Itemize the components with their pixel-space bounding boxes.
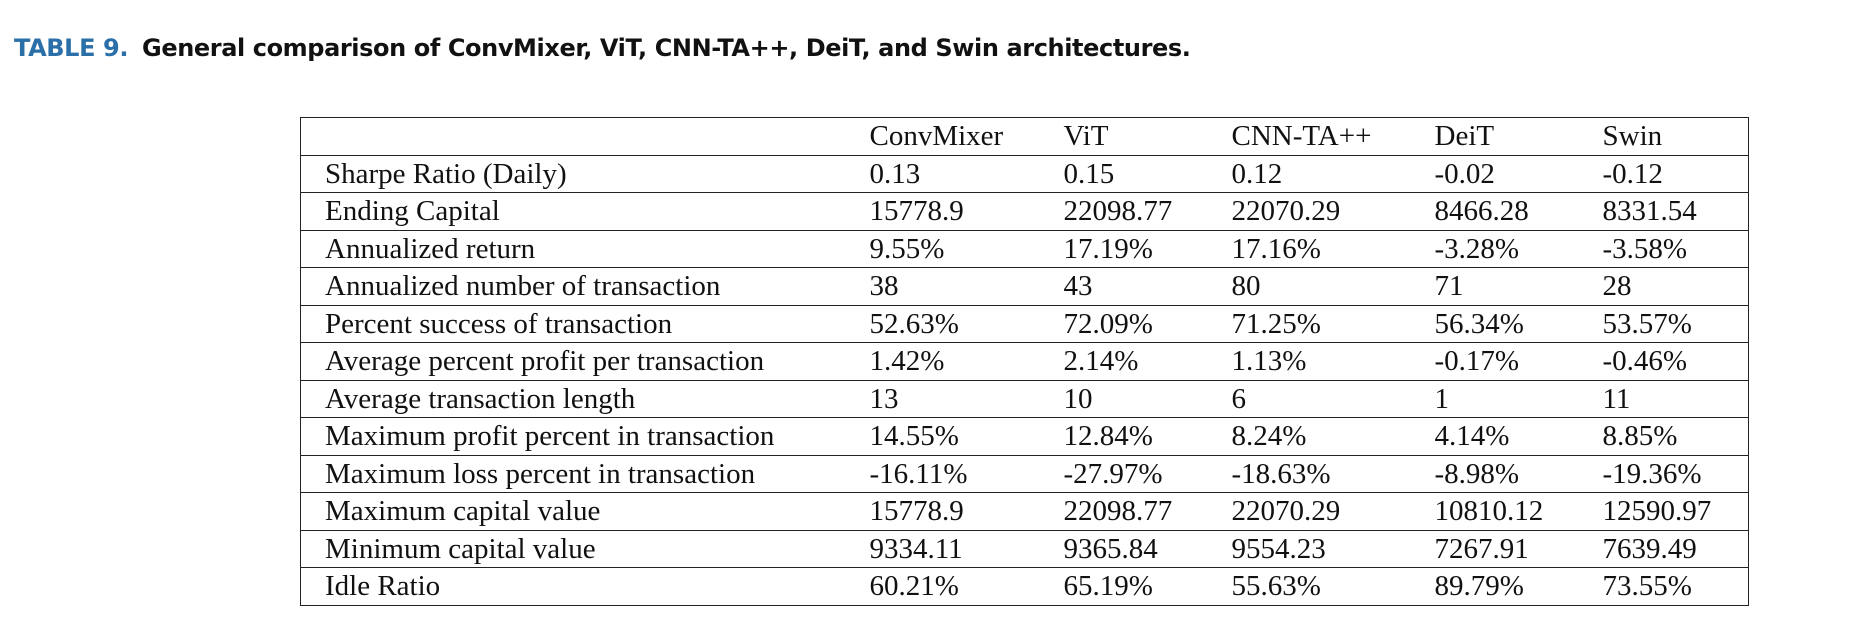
table-cell: 43 — [1063, 267, 1232, 305]
table-cell: 7267.91 — [1434, 529, 1603, 568]
table-row: Maximum profit percent in transaction 14.… — [300, 417, 1749, 455]
table-cell: 72.09% — [1063, 304, 1232, 343]
header-cell-cnn-ta: CNN-TA++ — [1231, 117, 1435, 155]
table-cell: 22070.29 — [1231, 192, 1435, 230]
table-cell: 22070.29 — [1231, 492, 1435, 530]
table-cell: 1.42% — [869, 342, 1064, 380]
table-row: Average transaction length 13 10 6 1 11 — [300, 379, 1749, 418]
table-cell: 53.57% — [1602, 304, 1749, 343]
table-number: TABLE 9. — [14, 34, 129, 62]
table-cell: -0.12 — [1602, 154, 1749, 193]
table-cell: 60.21% — [869, 567, 1064, 605]
table-cell: 9.55% — [869, 229, 1064, 268]
table-cell: 12590.97 — [1602, 492, 1749, 530]
row-label: Idle Ratio — [300, 567, 870, 605]
table-cell: 11 — [1602, 379, 1749, 418]
row-label: Annualized return — [300, 229, 870, 268]
comparison-table: ConvMixer ViT CNN-TA++ DeiT Swin Sharpe … — [300, 117, 1749, 606]
table-cell: 71 — [1434, 267, 1603, 305]
table-cell: 9334.11 — [869, 529, 1064, 568]
table-cell: 0.15 — [1063, 154, 1232, 193]
table-cell: 13 — [869, 379, 1064, 418]
table-cell: -18.63% — [1231, 454, 1435, 493]
table-cell: -3.28% — [1434, 229, 1603, 268]
table-cell: 6 — [1231, 379, 1435, 418]
table-cell: 8.85% — [1602, 417, 1749, 455]
table-cell: 8331.54 — [1602, 192, 1749, 230]
table-row: Percent success of transaction 52.63% 72.0… — [300, 304, 1749, 343]
table-cell: 8.24% — [1231, 417, 1435, 455]
row-label: Percent success of transaction — [300, 304, 870, 343]
table-cell: 7639.49 — [1602, 529, 1749, 568]
table-row: Idle Ratio 60.21% 65.19% 55.63% 89.79% 73.55% — [300, 567, 1749, 605]
row-label: Average percent profit per transaction — [300, 342, 870, 380]
table-cell: 9554.23 — [1231, 529, 1435, 568]
row-label: Average transaction length — [300, 379, 870, 418]
table-cell: 14.55% — [869, 417, 1064, 455]
table-cell: -27.97% — [1063, 454, 1232, 493]
table-title: General comparison of ConvMixer, ViT, CN… — [142, 34, 1191, 62]
table-cell: 0.12 — [1231, 154, 1435, 193]
table-caption: TABLE 9. General comparison of ConvMixer… — [14, 34, 1191, 62]
row-label: Annualized number of transaction — [300, 267, 870, 305]
table-cell: 1 — [1434, 379, 1603, 418]
table-cell: 71.25% — [1231, 304, 1435, 343]
header-row: ConvMixer ViT CNN-TA++ DeiT Swin — [300, 117, 1749, 155]
table-cell: 52.63% — [869, 304, 1064, 343]
row-label: Maximum loss percent in transaction — [300, 454, 870, 493]
table-cell: 17.16% — [1231, 229, 1435, 268]
table-cell: 9365.84 — [1063, 529, 1232, 568]
table-cell: 15778.9 — [869, 192, 1064, 230]
table-cell: 22098.77 — [1063, 492, 1232, 530]
table-row: Minimum capital value 9334.11 9365.84 9554.… — [300, 529, 1749, 568]
table-row: Ending Capital 15778.9 22098.77 22070.29 846… — [300, 192, 1749, 230]
row-label: Ending Capital — [300, 192, 870, 230]
table-cell: 38 — [869, 267, 1064, 305]
table-row: Annualized number of transaction 38 43 80 71… — [300, 267, 1749, 305]
table-cell: 89.79% — [1434, 567, 1603, 605]
table-cell: 55.63% — [1231, 567, 1435, 605]
table-cell: -0.02 — [1434, 154, 1603, 193]
table-cell: 8466.28 — [1434, 192, 1603, 230]
table-row: Maximum capital value 15778.9 22098.77 2207… — [300, 492, 1749, 530]
table-cell: -19.36% — [1602, 454, 1749, 493]
table-cell: 80 — [1231, 267, 1435, 305]
table-cell: 65.19% — [1063, 567, 1232, 605]
header-cell-swin: Swin — [1602, 117, 1749, 155]
table-cell: 10810.12 — [1434, 492, 1603, 530]
row-label: Minimum capital value — [300, 529, 870, 568]
table-cell: 17.19% — [1063, 229, 1232, 268]
table-cell: 12.84% — [1063, 417, 1232, 455]
table-cell: 15778.9 — [869, 492, 1064, 530]
header-cell-empty — [300, 117, 870, 155]
table-cell: -3.58% — [1602, 229, 1749, 268]
row-label: Maximum capital value — [300, 492, 870, 530]
table-cell: 56.34% — [1434, 304, 1603, 343]
row-label: Sharpe Ratio (Daily) — [300, 154, 870, 193]
table-cell: 73.55% — [1602, 567, 1749, 605]
table-cell: 10 — [1063, 379, 1232, 418]
table-row: Sharpe Ratio (Daily) 0.13 0.15 0.12 -0.02 -0.… — [300, 154, 1749, 193]
row-label: Maximum profit percent in transaction — [300, 417, 870, 455]
table-cell: 2.14% — [1063, 342, 1232, 380]
table-cell: 28 — [1602, 267, 1749, 305]
table-row: Average percent profit per transaction 1.… — [300, 342, 1749, 380]
table-cell: 0.13 — [869, 154, 1064, 193]
table-cell: -16.11% — [869, 454, 1064, 493]
header-cell-deit: DeiT — [1434, 117, 1603, 155]
table-cell: -8.98% — [1434, 454, 1603, 493]
table-cell: -0.17% — [1434, 342, 1603, 380]
header-cell-convmixer: ConvMixer — [869, 117, 1064, 155]
table-cell: -0.46% — [1602, 342, 1749, 380]
table-cell: 1.13% — [1231, 342, 1435, 380]
table-row: Maximum loss percent in transaction -16.1… — [300, 454, 1749, 493]
table-cell: 4.14% — [1434, 417, 1603, 455]
table-row: Annualized return 9.55% 17.19% 17.16% -3.28%… — [300, 229, 1749, 268]
header-cell-vit: ViT — [1063, 117, 1232, 155]
table-cell: 22098.77 — [1063, 192, 1232, 230]
